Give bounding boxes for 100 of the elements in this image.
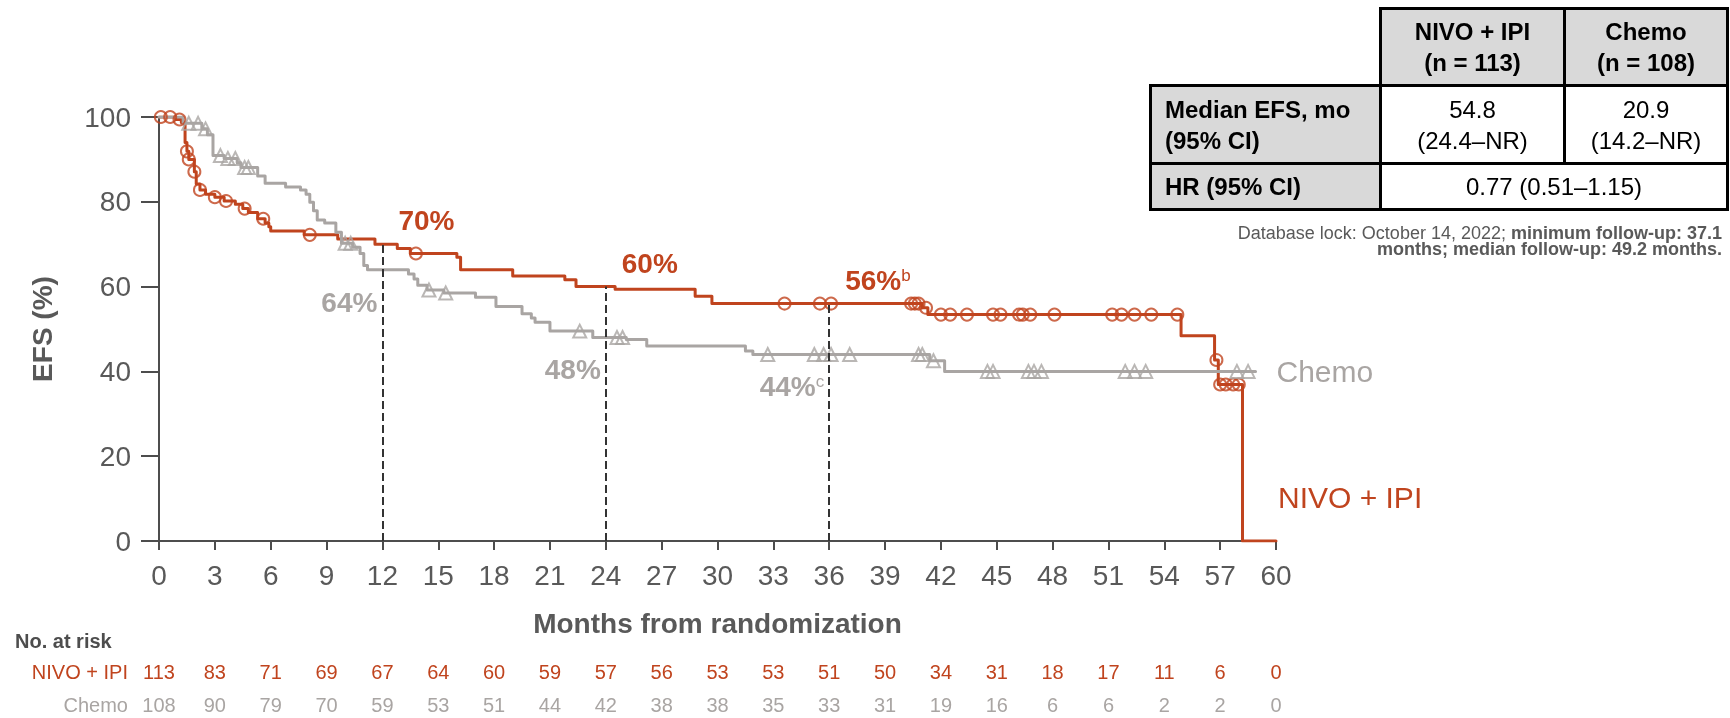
point [943,307,958,322]
point [925,353,941,369]
x-tick-label: 48 [1037,559,1069,591]
text: Chemo [63,694,128,716]
point [256,211,271,226]
annotation: 56%$^{b}$ [845,264,911,296]
x-tick-label: 45 [981,559,1013,591]
y-tick-label: 60 [99,271,131,303]
point [343,235,359,251]
annotation: 48% [544,354,601,386]
text: 54.8 [1449,94,1496,125]
point [1218,377,1233,392]
point [181,152,196,167]
y-tick-label: 100 [84,101,131,133]
point [179,144,194,159]
point [1020,363,1036,379]
point [1026,363,1042,379]
x-tick-label: 24 [590,559,622,591]
annotation: 44%$^{c}$ [759,371,825,403]
y-axis-title: EFS (%) [26,276,58,382]
point [438,285,454,301]
text: 113 83 71 69 67 64 60 59 57 56 53 53 51 50 34 31 18 17 11 6 0 [143,661,1282,683]
x-tick-label: 12 [366,559,398,591]
point [1047,307,1062,322]
x-tick-label: 6 [262,559,279,591]
point [1213,377,1228,392]
point [219,193,234,208]
point [1117,363,1133,379]
x-tick-label: 36 [813,559,845,591]
y-tick-label: 0 [115,525,131,557]
point [1231,377,1246,392]
point [227,151,243,167]
annotation: (95% CI) [1165,125,1260,156]
point [187,164,202,179]
annotation: 70% [398,205,455,237]
point [572,323,588,339]
x-tick-label: 0 [151,559,167,591]
point [181,115,197,131]
point [1105,307,1120,322]
x-axis-title: Months from randomization [533,607,902,639]
point [172,112,187,127]
point [1240,363,1256,379]
y-tick-label: 40 [99,355,131,387]
text: minimum follow-up: 37.1 [1511,223,1722,243]
point [220,151,236,167]
text: (14.2–NR) [1590,125,1702,156]
x-tick-label: 3 [207,559,223,591]
point [959,307,974,322]
point [824,296,839,311]
text: NIVO + IPI [31,661,128,683]
x-tick-label: 42 [925,559,957,591]
point [985,363,1001,379]
x-tick-label: 21 [534,559,566,591]
point [1226,377,1241,392]
annotation: 60% [621,247,678,279]
x-tick-label: 54 [1148,559,1180,591]
point [609,329,625,345]
point [1144,307,1159,322]
point [823,346,839,362]
point [190,115,206,131]
point [163,110,178,124]
point [842,346,858,362]
y-tick-label: 20 [99,440,131,472]
point [302,227,317,242]
point [986,307,1001,322]
text: Chemo [1605,17,1687,47]
point [806,346,822,362]
point [760,346,776,362]
point [919,300,934,315]
point [1170,307,1185,322]
point [198,121,214,137]
point [1114,307,1129,322]
point [212,148,228,164]
point [993,307,1008,322]
point [408,246,423,261]
text: 108 90 79 70 59 53 51 44 42 38 38 35 33 31 19 16 6 6 2 2 0 [142,694,1282,716]
text: (n = 108) [1596,48,1696,78]
point [421,282,437,298]
point [337,235,353,251]
y-tick-label: 80 [99,186,131,218]
point [237,201,252,216]
x-tick-label: 9 [318,559,335,591]
annotation: Median EFS, mo [1165,94,1351,125]
point [979,363,995,379]
point [1229,363,1245,379]
x-tick-label: 30 [701,559,734,591]
x-tick-label: 33 [757,559,789,591]
text: NIVO + IPI [1414,17,1531,47]
point [812,296,827,311]
x-tick-label: 27 [646,559,678,591]
point [1209,352,1224,367]
text: (24.4–NR) [1417,125,1528,156]
annotation: Database lock: October 14, 2022; [1237,223,1506,243]
point [911,296,926,311]
x-tick-label: 18 [478,559,510,591]
annotation: 64% [321,286,378,318]
series-label: NIVO + IPI [1278,480,1423,514]
x-tick-label: 60 [1260,559,1292,591]
text: (n = 113) [1424,48,1521,78]
point [615,329,631,345]
